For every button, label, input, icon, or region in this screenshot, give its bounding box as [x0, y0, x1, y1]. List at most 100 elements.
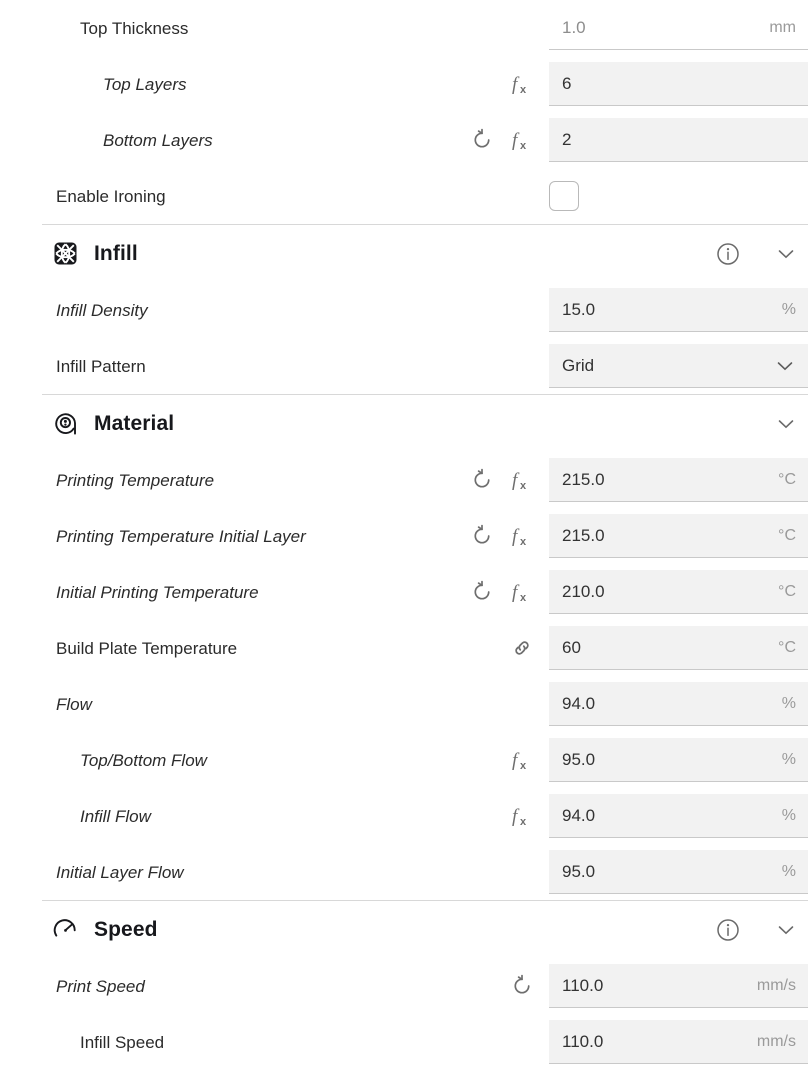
formula-fx-icon[interactable]: f x: [509, 579, 535, 605]
setting-label: Infill Pattern: [56, 356, 146, 376]
formula-fx-icon[interactable]: f x: [509, 523, 535, 549]
setting-value: Grid: [562, 356, 595, 375]
section-header-infill[interactable]: Infill: [42, 224, 808, 282]
row-icon-cluster: f x: [469, 508, 549, 564]
setting-unit: mm/s: [756, 1032, 796, 1050]
setting-value: 94.0: [562, 694, 596, 713]
link-chain-icon[interactable]: [509, 635, 535, 661]
section-title: Speed: [94, 918, 158, 941]
section-header-speed[interactable]: Speed: [42, 900, 808, 958]
svg-text:f: f: [512, 526, 520, 547]
setting-value: 15.0: [562, 300, 596, 319]
setting-dropdown[interactable]: Grid: [549, 344, 808, 388]
setting-row: Top Thickness 1.0 mm: [0, 0, 808, 56]
setting-value-field[interactable]: 110.0 mm/s: [549, 1020, 808, 1064]
setting-value-field[interactable]: 60 °C: [549, 626, 808, 670]
formula-fx-icon[interactable]: f x: [509, 127, 535, 153]
chevron-down-icon[interactable]: [772, 240, 800, 268]
formula-fx-icon[interactable]: f x: [509, 747, 535, 773]
setting-value: 215.0: [562, 470, 605, 489]
setting-value: 60: [562, 638, 581, 657]
svg-text:f: f: [512, 470, 520, 491]
svg-text:f: f: [512, 74, 520, 95]
setting-label: Print Speed: [56, 976, 145, 996]
chevron-down-icon[interactable]: [772, 353, 798, 379]
revert-icon[interactable]: [469, 579, 495, 605]
setting-unit: %: [781, 750, 796, 768]
setting-row: Enable Ironing: [0, 168, 808, 224]
setting-row: Top Layers f x 6: [0, 56, 808, 112]
setting-unit: %: [781, 300, 796, 318]
setting-row: Infill Density 15.0%: [0, 282, 808, 338]
setting-value-field[interactable]: 215.0 °C: [549, 458, 808, 502]
setting-value-field[interactable]: 94.0%: [549, 682, 808, 726]
section-header-material[interactable]: Material: [42, 394, 808, 452]
row-icon-cluster: f x: [469, 452, 549, 508]
setting-unit: %: [781, 806, 796, 824]
setting-value-field[interactable]: 94.0%: [549, 794, 808, 838]
setting-row: Top/Bottom Flow f x 95.0%: [0, 732, 808, 788]
setting-unit: °C: [778, 526, 796, 544]
chevron-down-icon[interactable]: [772, 916, 800, 944]
formula-fx-icon[interactable]: f x: [509, 467, 535, 493]
setting-label: Printing Temperature: [56, 470, 215, 490]
row-icon-cluster: [509, 620, 549, 676]
setting-row: Infill Speed 110.0 mm/s: [0, 1014, 808, 1070]
setting-value-field[interactable]: 110.0 mm/s: [549, 964, 808, 1008]
revert-icon[interactable]: [469, 523, 495, 549]
section-title: Infill: [94, 242, 138, 265]
setting-label: Initial Printing Temperature: [56, 582, 259, 602]
setting-label: Build Plate Temperature: [56, 638, 238, 658]
setting-value: 1.0: [562, 18, 586, 37]
revert-icon[interactable]: [509, 973, 535, 999]
setting-value-field[interactable]: 6: [549, 62, 808, 106]
svg-text:f: f: [512, 582, 520, 603]
section-header-actions: [714, 225, 800, 283]
svg-text:x: x: [520, 760, 527, 772]
setting-checkbox[interactable]: [549, 181, 579, 211]
setting-value-field[interactable]: 2: [549, 118, 808, 162]
setting-value: 95.0: [562, 750, 596, 769]
setting-value-field[interactable]: 1.0 mm: [549, 6, 808, 50]
info-circle-icon[interactable]: [714, 240, 742, 268]
svg-text:x: x: [520, 140, 527, 152]
setting-value-field[interactable]: 95.0%: [549, 850, 808, 894]
setting-label: Enable Ironing: [56, 186, 166, 206]
svg-text:f: f: [512, 130, 520, 151]
section-header-actions: [772, 395, 800, 453]
setting-value: 215.0: [562, 526, 605, 545]
setting-value: 110.0: [562, 976, 604, 995]
setting-unit: °C: [778, 470, 796, 488]
row-icon-cluster: f x: [509, 56, 549, 112]
setting-label: Printing Temperature Initial Layer: [56, 526, 306, 546]
svg-text:f: f: [512, 750, 520, 771]
setting-unit: mm/s: [756, 976, 796, 994]
setting-value-field[interactable]: 15.0%: [549, 288, 808, 332]
setting-value: 95.0: [562, 862, 596, 881]
setting-value-field[interactable]: 215.0 °C: [549, 514, 808, 558]
setting-label: Bottom Layers: [103, 130, 213, 150]
revert-icon[interactable]: [469, 467, 495, 493]
setting-unit: mm: [769, 18, 796, 36]
setting-value-field[interactable]: 95.0%: [549, 738, 808, 782]
chevron-down-icon[interactable]: [772, 410, 800, 438]
row-icon-cluster: f x: [469, 112, 549, 168]
revert-icon[interactable]: [469, 127, 495, 153]
setting-label: Infill Flow: [80, 806, 151, 826]
setting-value: 6: [562, 74, 572, 93]
setting-label: Infill Speed: [80, 1032, 165, 1052]
setting-value: 2: [562, 130, 572, 149]
svg-text:x: x: [520, 536, 527, 548]
setting-unit: °C: [778, 582, 796, 600]
setting-value-field[interactable]: 210.0 °C: [549, 570, 808, 614]
formula-fx-icon[interactable]: f x: [509, 71, 535, 97]
setting-value: 110.0: [562, 1032, 604, 1051]
formula-fx-icon[interactable]: f x: [509, 803, 535, 829]
setting-row: Printing Temperature Initial Layer f x 2…: [0, 508, 808, 564]
setting-unit: °C: [778, 638, 796, 656]
setting-row: Infill Flow f x 94.0%: [0, 788, 808, 844]
setting-label: Initial Layer Flow: [56, 862, 184, 882]
info-circle-icon[interactable]: [714, 916, 742, 944]
setting-row: Flow 94.0%: [0, 676, 808, 732]
